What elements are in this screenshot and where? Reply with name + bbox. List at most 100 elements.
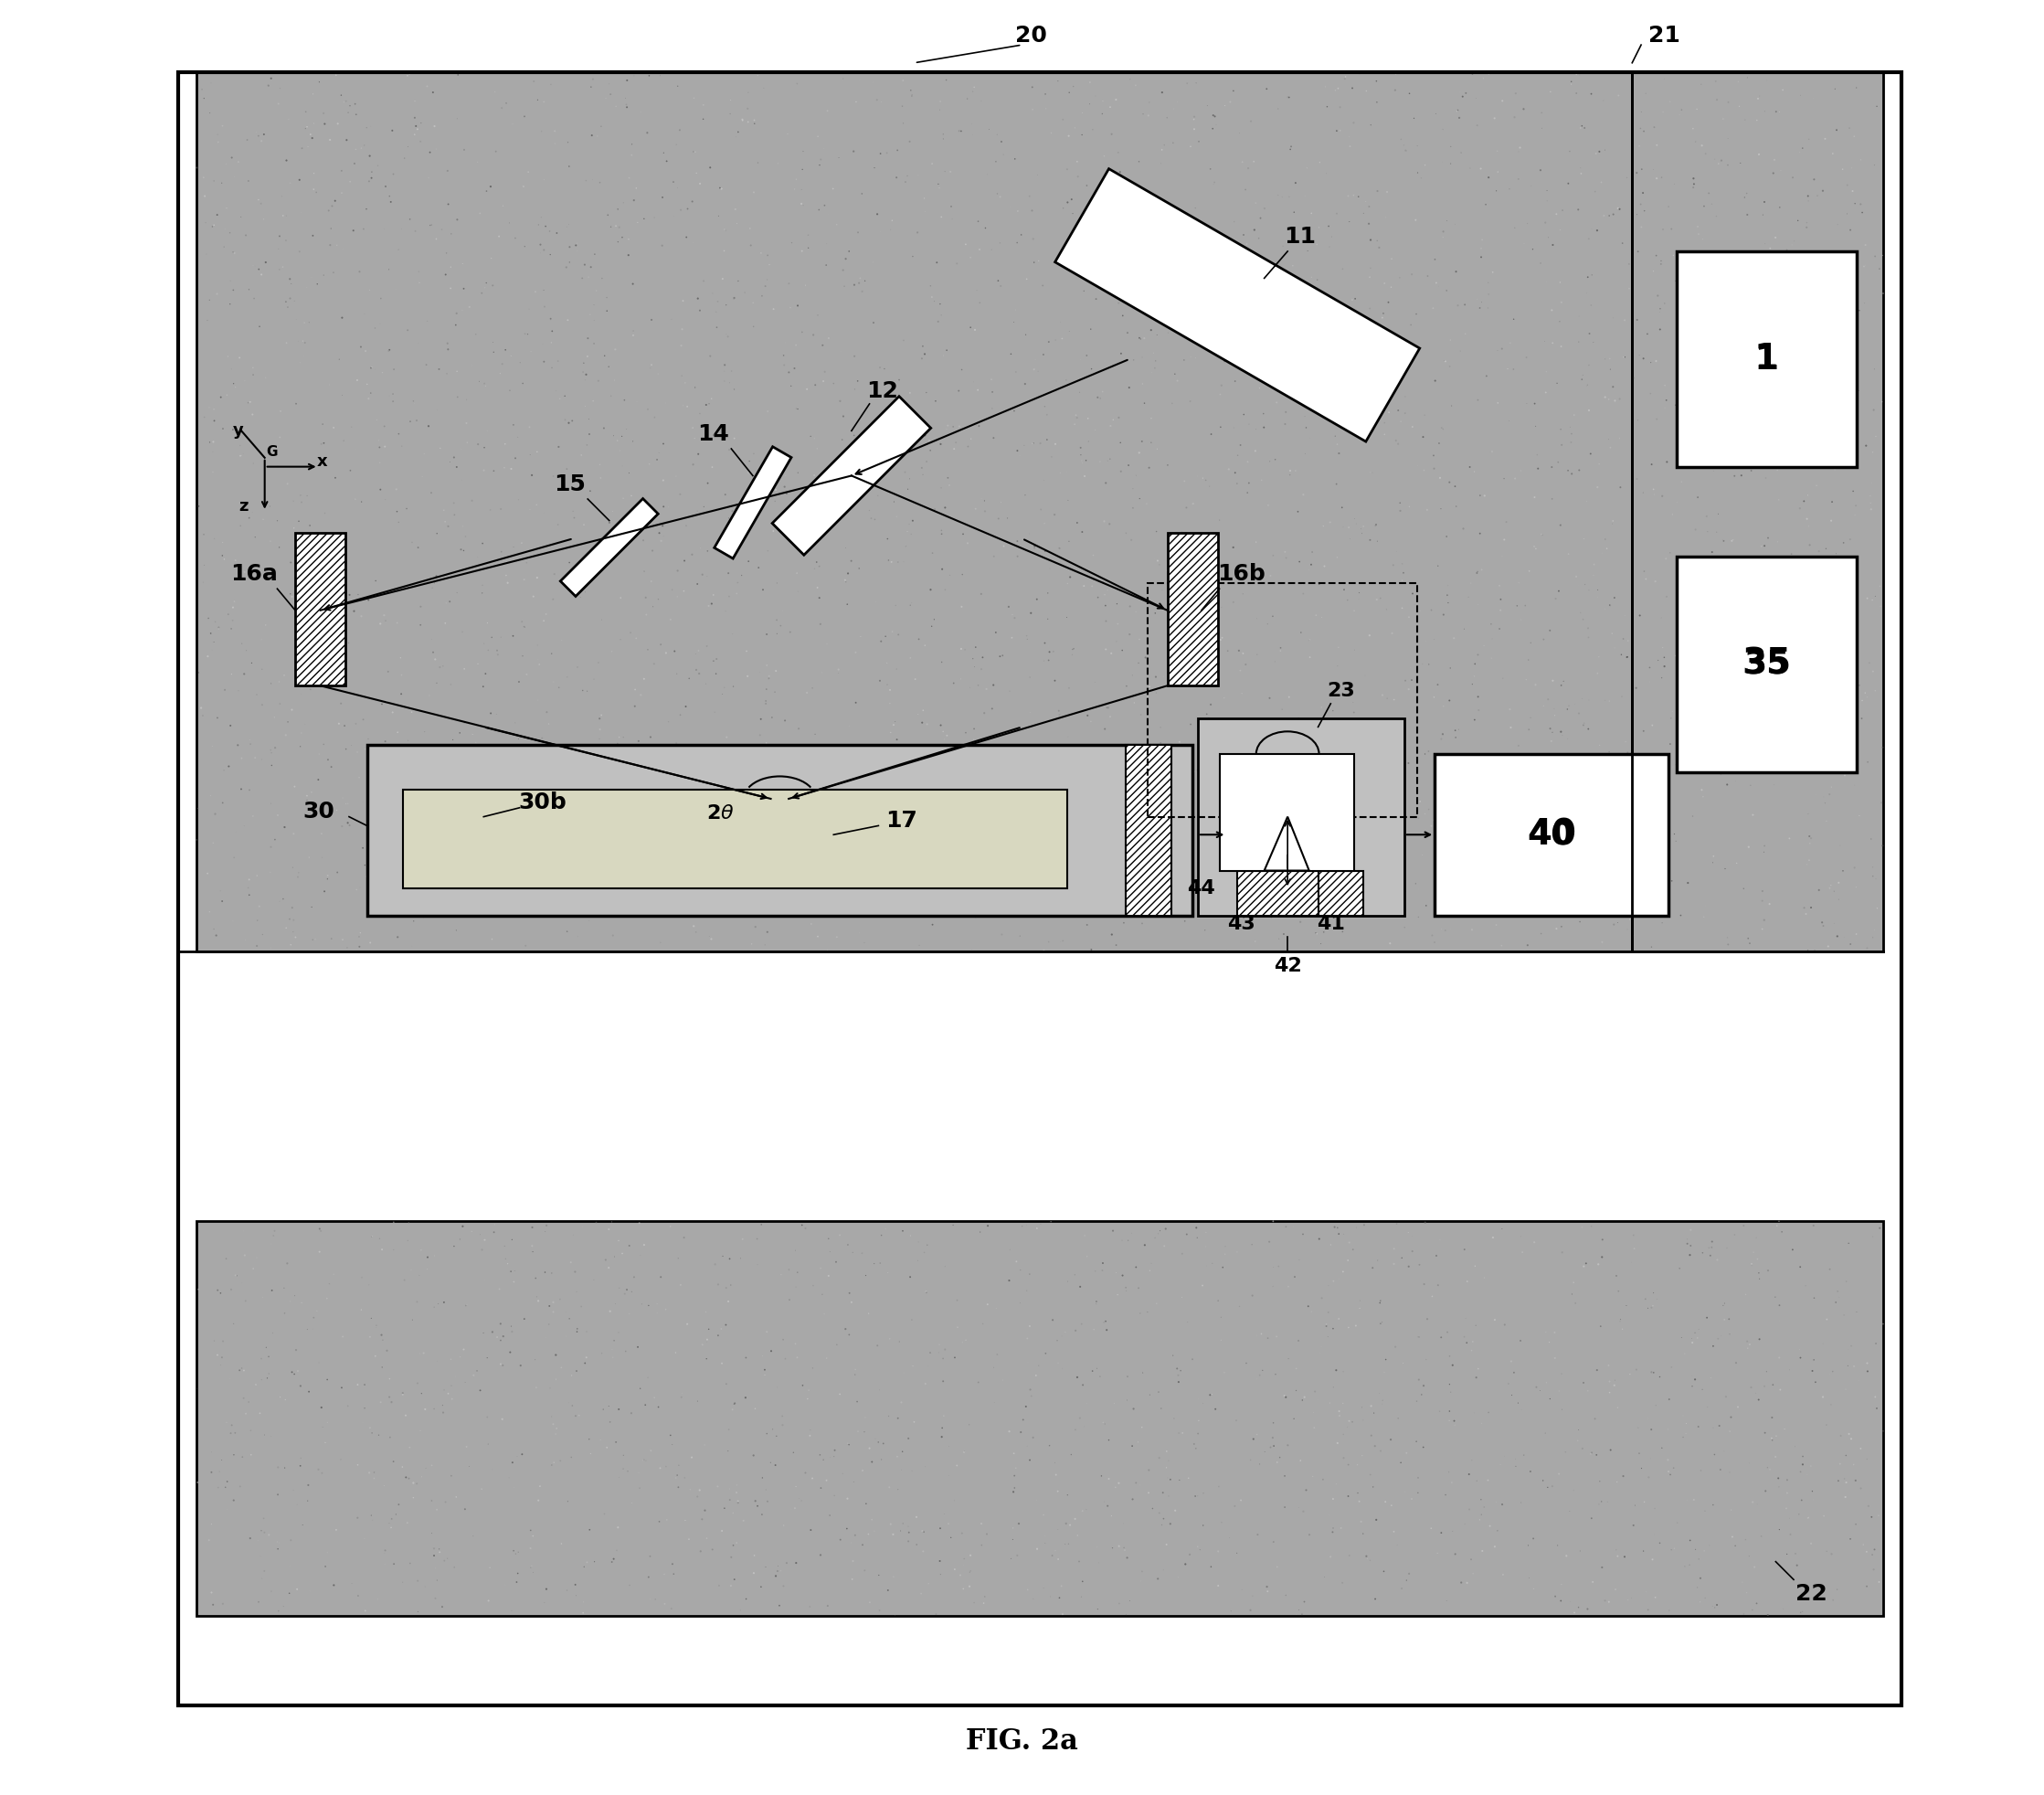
Point: [648, 795, 681, 824]
Point: [558, 503, 591, 531]
Point: [799, 749, 832, 777]
Point: [1145, 135, 1177, 163]
Point: [382, 894, 415, 923]
Point: [963, 235, 995, 264]
Point: [280, 1335, 313, 1364]
Text: x: x: [317, 452, 327, 470]
Point: [286, 327, 319, 355]
Point: [1842, 1366, 1874, 1395]
Point: [1339, 504, 1372, 533]
Point: [456, 1522, 489, 1551]
Point: [1719, 368, 1752, 397]
Point: [965, 655, 997, 684]
Point: [601, 865, 634, 894]
Point: [1633, 668, 1666, 696]
Point: [1758, 158, 1791, 187]
Point: [1737, 1553, 1770, 1581]
Point: [1145, 729, 1177, 757]
Point: [294, 675, 327, 704]
Point: [1762, 1206, 1795, 1235]
Point: [305, 429, 337, 458]
Point: [241, 1244, 274, 1273]
Point: [1484, 1450, 1517, 1479]
Point: [981, 266, 1014, 294]
Point: [264, 255, 296, 284]
Point: [1134, 1249, 1167, 1278]
Point: [1711, 151, 1744, 180]
Point: [478, 1217, 511, 1246]
Point: [533, 305, 566, 334]
Point: [1157, 314, 1190, 343]
Point: [1784, 81, 1817, 109]
Point: [1165, 817, 1198, 845]
Point: [399, 217, 431, 246]
Point: [1363, 1379, 1396, 1407]
Point: [1376, 619, 1408, 648]
Point: [863, 481, 895, 510]
Point: [818, 1441, 850, 1470]
Point: [801, 756, 834, 784]
Point: [284, 237, 317, 266]
Point: [893, 1519, 926, 1547]
Point: [895, 1305, 928, 1334]
Point: [362, 1585, 394, 1614]
Point: [861, 465, 893, 494]
Point: [200, 1276, 233, 1305]
Point: [630, 1391, 662, 1420]
Point: [873, 1325, 905, 1353]
Point: [513, 495, 546, 524]
Point: [411, 1242, 444, 1271]
Point: [247, 504, 280, 533]
Point: [1139, 600, 1171, 628]
Bar: [196, 1221, 1883, 1616]
Point: [779, 1330, 811, 1359]
Point: [284, 718, 317, 747]
Point: [1856, 585, 1889, 614]
Point: [219, 162, 251, 190]
Point: [838, 422, 871, 451]
Point: [623, 97, 656, 126]
Point: [1051, 154, 1083, 183]
Point: [1008, 768, 1040, 797]
Point: [1511, 210, 1543, 239]
Point: [347, 215, 380, 244]
Point: [1433, 1370, 1466, 1398]
Point: [1625, 214, 1658, 242]
Point: [605, 223, 638, 251]
Point: [1061, 147, 1094, 176]
Point: [683, 1475, 715, 1504]
Point: [1145, 713, 1177, 741]
Point: [315, 546, 347, 574]
Point: [198, 406, 231, 434]
Point: [350, 851, 382, 880]
Point: [1104, 158, 1136, 187]
Point: [509, 612, 542, 641]
Point: [345, 1296, 378, 1325]
Point: [460, 890, 493, 919]
Point: [908, 1517, 940, 1545]
Point: [773, 1255, 805, 1283]
Point: [973, 804, 1006, 833]
Point: [711, 1287, 744, 1316]
Point: [1310, 1310, 1343, 1339]
Point: [1688, 903, 1721, 932]
Point: [717, 1389, 750, 1418]
Point: [347, 1524, 380, 1553]
Point: [621, 388, 654, 416]
Point: [1116, 260, 1149, 289]
Point: [632, 118, 664, 147]
Point: [1633, 379, 1666, 407]
Point: [1813, 422, 1846, 451]
Point: [1864, 1213, 1897, 1242]
Point: [384, 576, 417, 605]
Point: [1214, 88, 1247, 117]
Point: [1327, 255, 1359, 284]
Point: [1694, 190, 1727, 219]
Point: [1181, 59, 1214, 88]
Point: [1760, 738, 1793, 766]
Point: [1723, 264, 1756, 293]
Point: [556, 1361, 589, 1389]
Point: [437, 1553, 470, 1581]
Point: [1744, 140, 1776, 169]
Point: [1333, 1542, 1365, 1571]
